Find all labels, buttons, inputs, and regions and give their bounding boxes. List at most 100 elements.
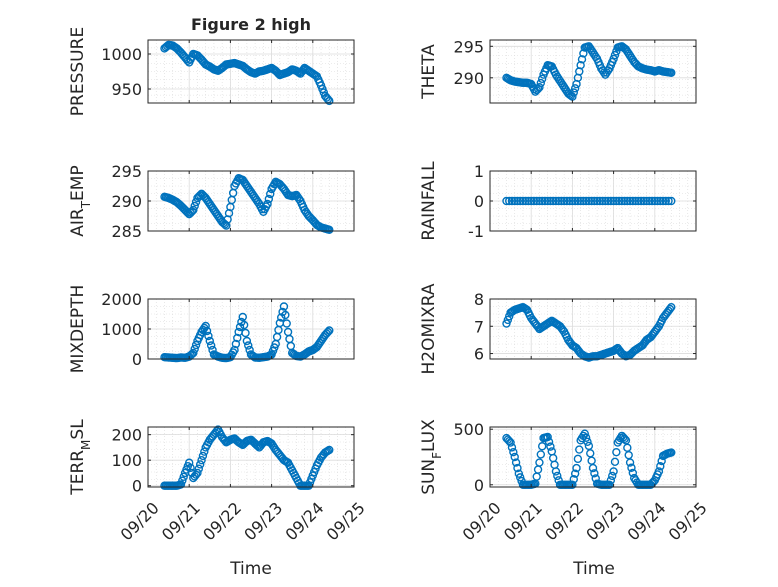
data-point [573,454,583,464]
data-point [575,445,584,454]
data-point [507,443,517,452]
data-point [190,344,199,354]
data-point [186,208,195,218]
data-point [198,451,208,461]
data-point [664,196,673,206]
y-axis-label-3: RAINFALL [419,161,439,241]
data-point [323,327,333,337]
data-point [314,340,323,350]
data-point [235,322,245,332]
data-point [252,440,261,450]
data-point [639,196,649,206]
data-point [305,213,315,222]
data-point [238,312,247,322]
y-axis-label-1: THETA [419,44,439,100]
data-point [528,315,537,325]
data-point [557,196,566,206]
data-point [540,196,550,206]
data-point [609,467,618,476]
data-point [581,433,591,442]
data-point [286,341,296,351]
data-point [619,433,628,442]
y-tick-label: 1000 [101,320,142,339]
data-point [576,196,585,206]
data-point [301,207,311,217]
data-point [537,74,547,84]
data-point [599,480,609,489]
data-point [503,435,513,444]
data-point [198,325,208,335]
data-point [625,196,635,206]
data-point [318,334,327,344]
data-point [620,196,629,206]
data-point [244,183,253,193]
y-tick-label: 200 [111,426,142,445]
data-point [546,317,555,326]
data-point [627,463,636,472]
x-tick-label: 09/20 [459,498,505,544]
x-tick-label: 09/25 [323,498,369,544]
data-point [603,196,613,206]
data-point [636,196,646,206]
data-point [248,189,257,199]
data-point [513,463,522,473]
data-point [620,434,629,444]
data-point [651,325,661,335]
x-tick-label: 09/24 [624,498,670,544]
data-point [569,475,578,484]
data-point [559,196,569,206]
y-axis-label-6: TERRMSL [68,419,93,496]
data-point [198,190,208,200]
data-point [590,196,599,206]
data-point [579,196,588,206]
data-point [553,471,562,481]
data-point [266,189,275,199]
data-point [179,472,188,481]
data-point [510,452,519,462]
data-point [274,325,283,335]
y-tick-label: 7 [474,317,484,336]
data-point [205,336,215,346]
data-point [551,196,561,206]
data-point [277,313,286,322]
data-point [656,196,665,206]
data-point [293,192,302,202]
data-point [624,450,633,460]
y-tick-label: 6 [474,345,484,364]
data-point [665,448,675,458]
y-tick-label: 1000 [101,45,142,64]
y-tick-label: 295 [453,37,484,56]
data-point [575,67,584,76]
data-point [503,315,513,325]
data-point [264,194,274,204]
data-point [546,442,555,451]
data-point [628,196,638,206]
x-tick-label: 09/22 [199,498,245,544]
data-point [191,340,201,350]
y-tick-label: 500 [453,420,484,439]
data-point [536,450,546,459]
data-point [233,333,242,343]
data-point [282,319,291,328]
data-point [614,196,624,206]
x-tick-label: 09/24 [282,498,328,544]
data-point [194,464,204,473]
data-point [623,196,632,206]
data-point [608,471,617,481]
data-point [239,320,249,330]
data-point [665,68,675,77]
data-point [665,304,675,314]
data-point [546,196,555,206]
data-point [554,196,563,206]
data-point [572,463,581,473]
data-point [244,341,253,350]
data-point [527,196,536,206]
data-point [516,196,525,206]
data-point [610,50,620,60]
data-point [548,196,558,206]
data-point [656,462,665,471]
data-point [195,460,205,469]
data-point [190,472,199,481]
data-point [215,213,224,223]
